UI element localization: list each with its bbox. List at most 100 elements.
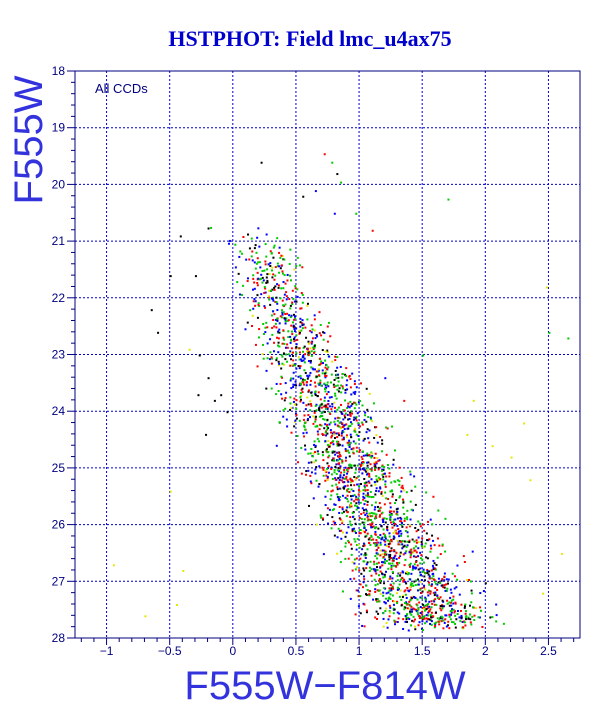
star-point — [374, 426, 377, 429]
star-point — [370, 478, 373, 481]
star-point — [321, 517, 324, 520]
star-point — [363, 509, 366, 512]
star-point — [333, 386, 336, 389]
star-point — [404, 606, 407, 609]
star-point — [289, 279, 292, 282]
star-point — [399, 540, 402, 543]
star-point — [357, 605, 360, 608]
star-point — [396, 586, 399, 589]
star-point — [286, 312, 289, 315]
star-point — [310, 391, 313, 394]
star-point — [370, 526, 373, 529]
x-axis-label: F555W−F814W — [184, 664, 465, 708]
star-point — [470, 589, 473, 592]
star-point — [408, 610, 411, 613]
star-point — [341, 385, 344, 388]
star-point — [368, 570, 371, 573]
star-point — [419, 522, 422, 525]
star-point — [424, 600, 427, 603]
star-point — [295, 300, 298, 303]
star-point — [432, 559, 435, 562]
star-point — [336, 366, 339, 369]
star-point — [433, 544, 436, 547]
star-point — [417, 608, 420, 611]
star-point — [433, 600, 436, 603]
star-point — [382, 528, 385, 531]
star-point — [361, 404, 364, 407]
star-point — [307, 461, 310, 464]
star-point — [403, 590, 406, 593]
star-point — [369, 416, 372, 419]
star-point — [317, 453, 320, 456]
star-point — [355, 557, 358, 560]
star-point — [405, 602, 408, 605]
star-point — [309, 383, 312, 386]
star-point — [379, 549, 382, 552]
star-point — [376, 480, 379, 483]
star-point — [367, 538, 370, 541]
star-point — [420, 578, 423, 581]
star-point — [401, 498, 404, 501]
star-point — [362, 498, 365, 501]
star-point — [347, 526, 350, 529]
star-point — [254, 343, 257, 346]
star-point — [376, 457, 379, 460]
star-point — [350, 543, 353, 546]
star-point — [417, 541, 420, 544]
star-point — [297, 347, 300, 350]
star-point — [382, 612, 385, 615]
star-point — [277, 286, 280, 289]
star-point — [282, 304, 285, 307]
annotation-all-ccds: All CCDs — [95, 81, 148, 96]
star-point — [309, 403, 312, 406]
star-point — [354, 613, 357, 616]
star-point — [351, 529, 354, 532]
star-point — [349, 465, 352, 468]
star-point — [266, 273, 269, 276]
star-point — [390, 510, 393, 513]
star-point — [365, 593, 368, 596]
star-point — [419, 557, 422, 560]
star-point — [435, 621, 438, 624]
star-point — [280, 287, 283, 290]
star-point — [433, 626, 436, 629]
star-point — [321, 454, 324, 457]
star-point — [336, 356, 339, 359]
star-point — [244, 328, 247, 331]
star-point — [265, 321, 268, 324]
star-point — [285, 317, 288, 320]
star-point — [542, 592, 545, 595]
star-point — [295, 413, 298, 416]
star-point — [401, 487, 404, 490]
star-point — [409, 562, 412, 565]
star-point — [271, 326, 274, 329]
star-point — [414, 584, 417, 587]
star-point — [310, 404, 313, 407]
star-point — [228, 239, 231, 242]
star-point — [430, 611, 433, 614]
star-point — [390, 547, 393, 550]
star-point — [281, 270, 284, 273]
star-point — [335, 483, 338, 486]
star-point — [365, 563, 368, 566]
star-point — [353, 407, 356, 410]
star-point — [336, 552, 339, 555]
star-point — [361, 472, 364, 475]
star-point — [432, 599, 435, 602]
star-point — [251, 314, 254, 317]
star-point — [283, 342, 286, 345]
star-point — [361, 450, 364, 453]
star-point — [264, 287, 267, 290]
star-point — [433, 603, 436, 606]
star-point — [458, 593, 461, 596]
star-point — [250, 255, 253, 258]
star-point — [276, 283, 279, 286]
star-point — [349, 495, 352, 498]
star-point — [382, 625, 385, 628]
star-point — [460, 603, 463, 606]
star-point — [369, 455, 372, 458]
star-point — [374, 588, 377, 591]
star-point — [434, 568, 437, 571]
star-point — [314, 415, 317, 418]
star-point — [321, 372, 324, 375]
